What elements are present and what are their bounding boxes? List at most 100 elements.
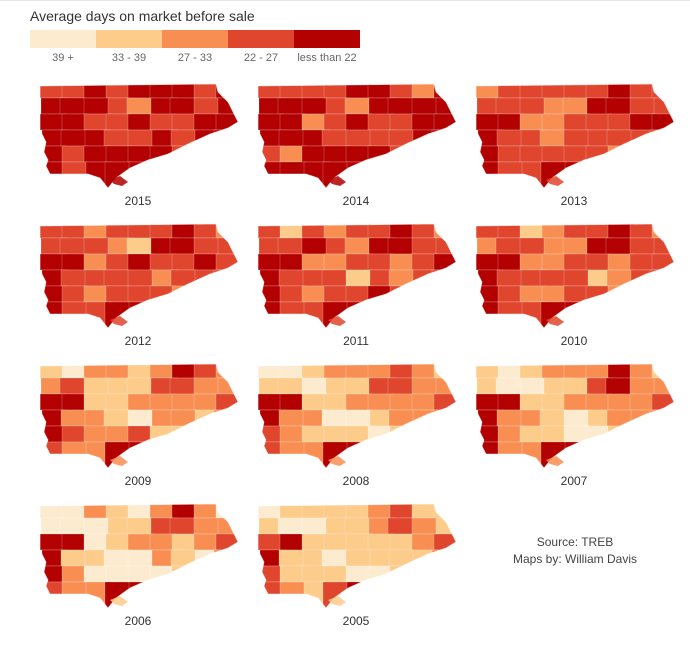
neighbourhood-region <box>278 129 306 147</box>
neighbourhood-region <box>433 533 456 551</box>
neighbourhood-region <box>387 377 415 395</box>
neighbourhood-region <box>651 393 674 411</box>
neighbourhood-region <box>562 97 590 115</box>
neighbourhood-region <box>147 581 175 608</box>
neighbourhood-region <box>345 129 373 147</box>
city-outline <box>475 83 674 189</box>
neighbourhood-region <box>607 301 635 328</box>
map-year-label: 2008 <box>342 474 370 488</box>
neighbourhood-region <box>59 377 87 395</box>
neighbourhood-region <box>365 581 393 608</box>
toronto-choropleth <box>475 363 674 469</box>
neighbourhood-region <box>412 549 440 567</box>
toronto-choropleth <box>257 83 456 189</box>
neighbourhood-region <box>103 409 131 427</box>
neighbourhood-region <box>193 285 221 303</box>
map-year-label: 2013 <box>560 194 588 208</box>
neighbourhood-region <box>607 161 635 188</box>
neighbourhood-region <box>170 549 198 567</box>
neighbourhood-region <box>496 409 524 427</box>
legend-labels: 39 + 33 - 39 27 - 33 22 - 27 less than 2… <box>30 52 360 64</box>
city-outline <box>257 363 456 469</box>
map-year-label: 2015 <box>124 194 152 208</box>
neighbourhood-region <box>433 224 456 239</box>
map-panel: 2013 <box>474 82 674 210</box>
neighbourhood-region <box>194 549 222 567</box>
neighbourhood-region <box>277 517 305 535</box>
neighbourhood-region <box>411 97 439 115</box>
islands-region <box>328 316 346 326</box>
neighbourhood-region <box>631 161 659 188</box>
top-divider <box>0 0 690 1</box>
toronto-choropleth <box>475 83 674 189</box>
neighbourhood-region <box>147 441 175 468</box>
neighbourhood-region <box>496 129 524 147</box>
neighbourhood-region <box>476 301 501 328</box>
neighbourhood-region <box>195 161 223 188</box>
neighbourhood-region <box>194 269 222 287</box>
neighbourhood-region <box>433 393 456 411</box>
islands-region <box>110 176 128 186</box>
neighbourhood-region <box>365 161 393 188</box>
neighbourhood-region <box>258 581 283 608</box>
neighbourhood-region <box>60 549 88 567</box>
neighbourhood-region <box>279 161 307 188</box>
toronto-choropleth <box>39 83 238 189</box>
neighbourhood-region <box>126 237 154 255</box>
neighbourhood-region <box>195 301 223 328</box>
neighbourhood-region <box>562 237 590 255</box>
neighbourhood-region <box>411 145 439 163</box>
neighbourhood-region <box>431 549 456 567</box>
neighbourhood-region <box>605 377 633 395</box>
neighbourhood-region <box>193 145 221 163</box>
neighbourhood-region <box>277 237 305 255</box>
neighbourhood-region <box>431 129 456 147</box>
neighbourhood-region <box>279 301 307 328</box>
neighbourhood-region <box>215 113 238 131</box>
neighbourhood-region <box>194 129 222 147</box>
neighbourhood-region <box>629 377 657 395</box>
neighbourhood-region <box>217 517 238 535</box>
neighbourhood-region <box>83 237 111 255</box>
neighbourhood-region <box>344 97 372 115</box>
neighbourhood-region <box>214 161 238 188</box>
neighbourhood-region <box>321 269 349 287</box>
neighbourhood-region <box>519 237 547 255</box>
neighbourhood-region <box>127 129 155 147</box>
neighbourhood-region <box>214 581 238 608</box>
neighbourhood-region <box>258 161 283 188</box>
toronto-choropleth <box>39 503 238 609</box>
neighbourhood-region <box>497 441 525 468</box>
neighbourhood-region <box>519 377 547 395</box>
map-year-label: 2014 <box>342 194 370 208</box>
legend-swatch-0 <box>30 30 96 48</box>
neighbourhood-region <box>170 129 198 147</box>
neighbourhood-region <box>435 377 456 395</box>
neighbourhood-region <box>193 97 221 115</box>
neighbourhood-region <box>126 97 154 115</box>
map-panel: 2005 <box>256 502 456 630</box>
neighbourhood-region <box>653 377 674 395</box>
neighbourhood-region <box>278 549 306 567</box>
neighbourhood-region <box>83 517 111 535</box>
neighbourhood-region <box>127 549 155 567</box>
map-panel: 2007 <box>474 362 674 490</box>
neighbourhood-region <box>651 425 674 443</box>
neighbourhood-region <box>389 441 417 468</box>
map-panel: 2008 <box>256 362 456 490</box>
neighbourhood-region <box>413 581 441 608</box>
toronto-choropleth <box>257 363 456 469</box>
toronto-choropleth <box>257 223 456 329</box>
neighbourhood-region <box>59 517 87 535</box>
neighbourhood-region <box>388 409 416 427</box>
neighbourhood-region <box>651 253 674 271</box>
neighbourhood-region <box>345 409 373 427</box>
map-year-label: 2006 <box>124 614 152 628</box>
neighbourhood-region <box>606 409 634 427</box>
islands-region <box>328 176 346 186</box>
neighbourhood-region <box>170 409 198 427</box>
neighbourhood-region <box>60 129 88 147</box>
neighbourhood-region <box>411 565 439 583</box>
neighbourhood-region <box>40 161 65 188</box>
map-panel: 2015 <box>38 82 238 210</box>
